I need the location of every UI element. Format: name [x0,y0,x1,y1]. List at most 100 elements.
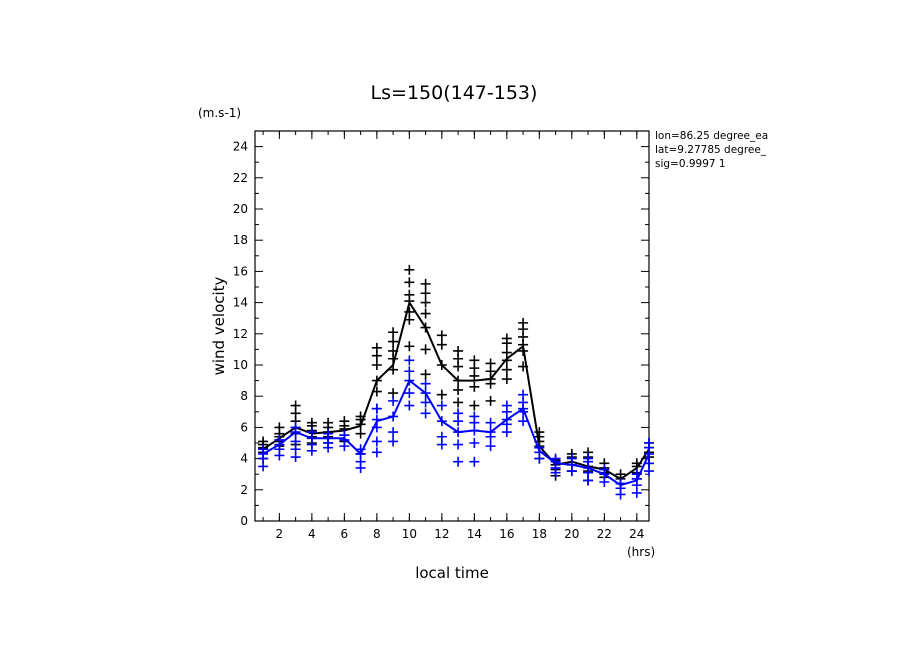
sample-point [290,422,301,433]
sample-point [388,345,399,356]
sample-point [404,289,415,300]
sample-point [436,431,447,442]
sample-point [420,378,431,389]
sample-point [436,389,447,400]
sample-point [404,277,415,288]
sample-point [306,417,317,428]
sample-point [436,330,447,341]
sample-point [420,308,431,319]
sample-point [615,469,626,480]
sample-point [420,297,431,308]
sample-point [404,264,415,275]
sample-point [420,344,431,355]
sample-point [355,428,366,439]
sample-point [404,400,415,411]
sample-point [290,400,301,411]
sample-point [436,416,447,427]
info-lon: lon=86.25 degree_ea [655,130,768,142]
sample-point [501,347,512,358]
sample-point [388,364,399,375]
y-tick-label: 14 [233,296,248,310]
sample-point [534,442,545,453]
sample-point [485,427,496,438]
x-tick-label: 12 [434,527,449,541]
sample-point [436,400,447,411]
sample-point [371,375,382,386]
y-tick-label: 4 [240,452,248,466]
y-tick-label: 20 [233,202,248,216]
sample-point [469,381,480,392]
sample-point [420,408,431,419]
sample-point [485,417,496,428]
sample-point [371,386,382,397]
x-tick-label: 4 [308,527,316,541]
sample-point [644,438,654,448]
sample-point [453,439,464,450]
sample-point [404,366,415,377]
sample-point [388,436,399,447]
info-lat: lat=9.27785 degree_ [655,144,767,156]
x-tick-label: 18 [532,527,547,541]
plot-border [254,130,650,522]
sample-point [631,458,642,469]
sample-point [420,369,431,380]
sample-point [485,441,496,452]
sample-point [371,360,382,370]
sample-point [420,322,431,333]
y-tick-label: 22 [233,171,248,185]
x-unit-label: (hrs) [627,545,655,559]
y-tick-label: 8 [240,389,248,403]
sample-point [631,469,642,480]
sample-point [420,288,431,299]
sample-point [583,453,594,464]
sample-point [371,447,382,458]
sample-point [404,341,415,352]
sample-point [388,395,399,406]
y-tick-label: 2 [240,483,248,497]
y-tick-label: 0 [240,514,248,528]
sample-point [518,361,529,372]
x-tick-label: 24 [629,527,644,541]
data-marks [258,264,654,500]
sample-point [453,375,464,386]
x-tick-label: 8 [373,527,381,541]
x-tick-label: 6 [341,527,349,541]
sample-point [404,306,415,317]
chart-title: Ls=150(147-153) [371,82,538,104]
sample-point [644,458,654,469]
x-axis-label: local time [415,564,489,582]
sample-point [436,360,447,370]
sample-point [485,358,496,369]
y-tick-label: 10 [233,358,248,372]
sample-point [469,438,480,448]
sample-point [469,355,480,366]
sample-point [339,416,350,427]
sample-point [518,416,529,427]
sample-point [501,400,512,411]
series-1 [258,264,654,489]
sample-point [453,408,464,419]
sample-point [615,478,626,489]
y-axis-label: wind velocity [210,276,228,375]
y-tick-label: 6 [240,420,248,434]
sample-point [518,317,529,328]
y-tick-label: 18 [233,233,248,247]
sample-point [469,411,480,422]
sample-point [388,427,399,438]
sample-point [599,464,610,475]
sample-point [453,456,464,467]
sample-point [388,411,399,422]
x-tick-label: 20 [564,527,579,541]
x-tick-label: 22 [597,527,612,541]
sample-point [323,428,334,439]
x-tick-label: 10 [402,527,417,541]
sample-point [469,400,480,411]
sample-point [420,397,431,408]
y-unit-label: (m.s-1) [198,106,241,120]
sample-point [274,434,285,445]
sample-point [339,430,350,441]
sample-point [404,388,415,399]
x-tick-label: 16 [499,527,514,541]
sample-point [534,427,545,438]
